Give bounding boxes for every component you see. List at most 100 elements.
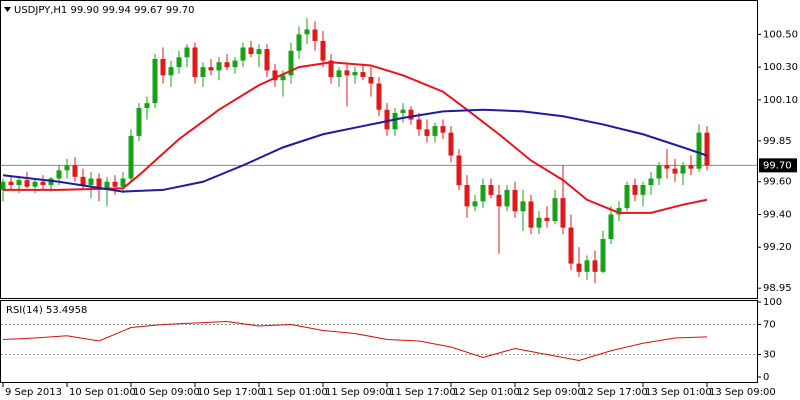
candle-body	[544, 217, 550, 222]
candle-body	[288, 50, 294, 76]
candle-body	[112, 181, 118, 187]
candle-body	[344, 70, 350, 76]
candle-body	[488, 185, 494, 195]
rsi-title: RSI(14) 53.4958	[6, 305, 87, 316]
candle-body	[320, 40, 326, 61]
candle-body	[56, 170, 62, 179]
y-tick-label: 100	[763, 297, 782, 308]
x-tick-label: 11 Sep 17:00	[389, 387, 456, 398]
chart-title: USDJPY,H1 99.90 99.94 99.67 99.70	[14, 5, 195, 16]
candle-body	[664, 165, 670, 169]
candle-body	[656, 165, 662, 179]
candle-body	[232, 60, 238, 68]
candle-body	[280, 75, 286, 81]
candle-body	[360, 72, 366, 77]
candle-body	[616, 207, 622, 215]
candle-body	[600, 239, 606, 272]
candle-body	[408, 109, 414, 120]
candle-body	[272, 70, 278, 81]
main-panel	[0, 0, 758, 299]
candle-body	[88, 178, 94, 186]
x-tick-label: 10 Sep 01:00	[69, 387, 136, 398]
candle-body	[328, 60, 334, 77]
price-label-box	[759, 158, 797, 173]
candle-body	[472, 201, 478, 207]
candle-body	[680, 165, 686, 174]
candle-body	[440, 126, 446, 133]
candle-body	[424, 129, 430, 136]
candle-body	[608, 214, 614, 240]
x-tick-label: 10 Sep 09:00	[133, 387, 200, 398]
candle-body	[312, 29, 318, 41]
y-tick-label: 0	[763, 372, 769, 383]
x-tick-label: 11 Sep 09:00	[325, 387, 392, 398]
candle-body	[592, 260, 598, 272]
candle-body	[432, 126, 438, 136]
candle-body	[120, 178, 126, 187]
candle-body	[632, 185, 638, 195]
candle-body	[584, 260, 590, 272]
x-tick-label: 11 Sep 01:00	[261, 387, 328, 398]
candle-body	[64, 165, 70, 171]
x-tick-label: 9 Sep 2013	[5, 387, 62, 398]
candle-body	[520, 201, 526, 212]
candle-body	[384, 109, 390, 130]
y-tick-label: 30	[763, 350, 776, 361]
candle-body	[456, 155, 462, 186]
candle-body	[552, 198, 558, 222]
candle-body	[152, 58, 158, 104]
x-tick-label: 12 Sep 17:00	[581, 387, 648, 398]
y-tick-label: 99.85	[763, 136, 792, 147]
candle-body	[304, 29, 310, 35]
candle-body	[376, 83, 382, 110]
candle-body	[368, 76, 374, 84]
candle-body	[8, 181, 14, 186]
candle-body	[248, 47, 254, 55]
candle-body	[144, 103, 150, 109]
candle-body	[136, 108, 142, 136]
candle-body	[672, 168, 678, 174]
candle-body	[32, 181, 38, 187]
candle-body	[160, 58, 166, 76]
candle-body	[128, 135, 134, 179]
candle-body	[576, 263, 582, 272]
candle-body	[16, 180, 22, 186]
candle-body	[240, 47, 246, 61]
menu-triangle	[4, 7, 11, 12]
candle-body	[24, 180, 30, 187]
x-tick-label: 12 Sep 09:00	[517, 387, 584, 398]
candle-body	[560, 198, 566, 228]
candle-body	[640, 185, 646, 195]
candle-body	[176, 57, 182, 68]
candle-body	[448, 132, 454, 156]
candle-body	[696, 132, 702, 169]
candle-body	[704, 132, 710, 166]
y-tick-label: 100.30	[763, 62, 798, 73]
candle-body	[0, 181, 6, 190]
x-tick-label: 10 Sep 17:00	[197, 387, 264, 398]
candle-body	[296, 34, 302, 51]
candle-body	[504, 189, 510, 207]
candle-body	[192, 47, 198, 77]
candle-body	[184, 47, 190, 58]
x-tick-label: 12 Sep 01:00	[453, 387, 520, 398]
candle-body	[512, 189, 518, 212]
candle-body	[568, 227, 574, 264]
y-tick-label: 99.40	[763, 209, 792, 220]
candle-body	[96, 178, 102, 190]
candle-body	[168, 67, 174, 76]
candle-body	[464, 185, 470, 207]
y-tick-label: 99.60	[763, 177, 792, 188]
candle-body	[648, 178, 654, 186]
y-tick-label: 100.10	[763, 95, 798, 106]
candle-body	[496, 194, 502, 207]
candle-body	[40, 181, 46, 186]
y-tick-label: 99.20	[763, 242, 792, 253]
price-label: 99.70	[763, 160, 792, 171]
x-tick-label: 13 Sep 09:00	[709, 387, 776, 398]
candle-body	[336, 70, 342, 77]
candle-body	[624, 185, 630, 208]
candle-body	[480, 185, 486, 202]
candle-body	[208, 67, 214, 71]
